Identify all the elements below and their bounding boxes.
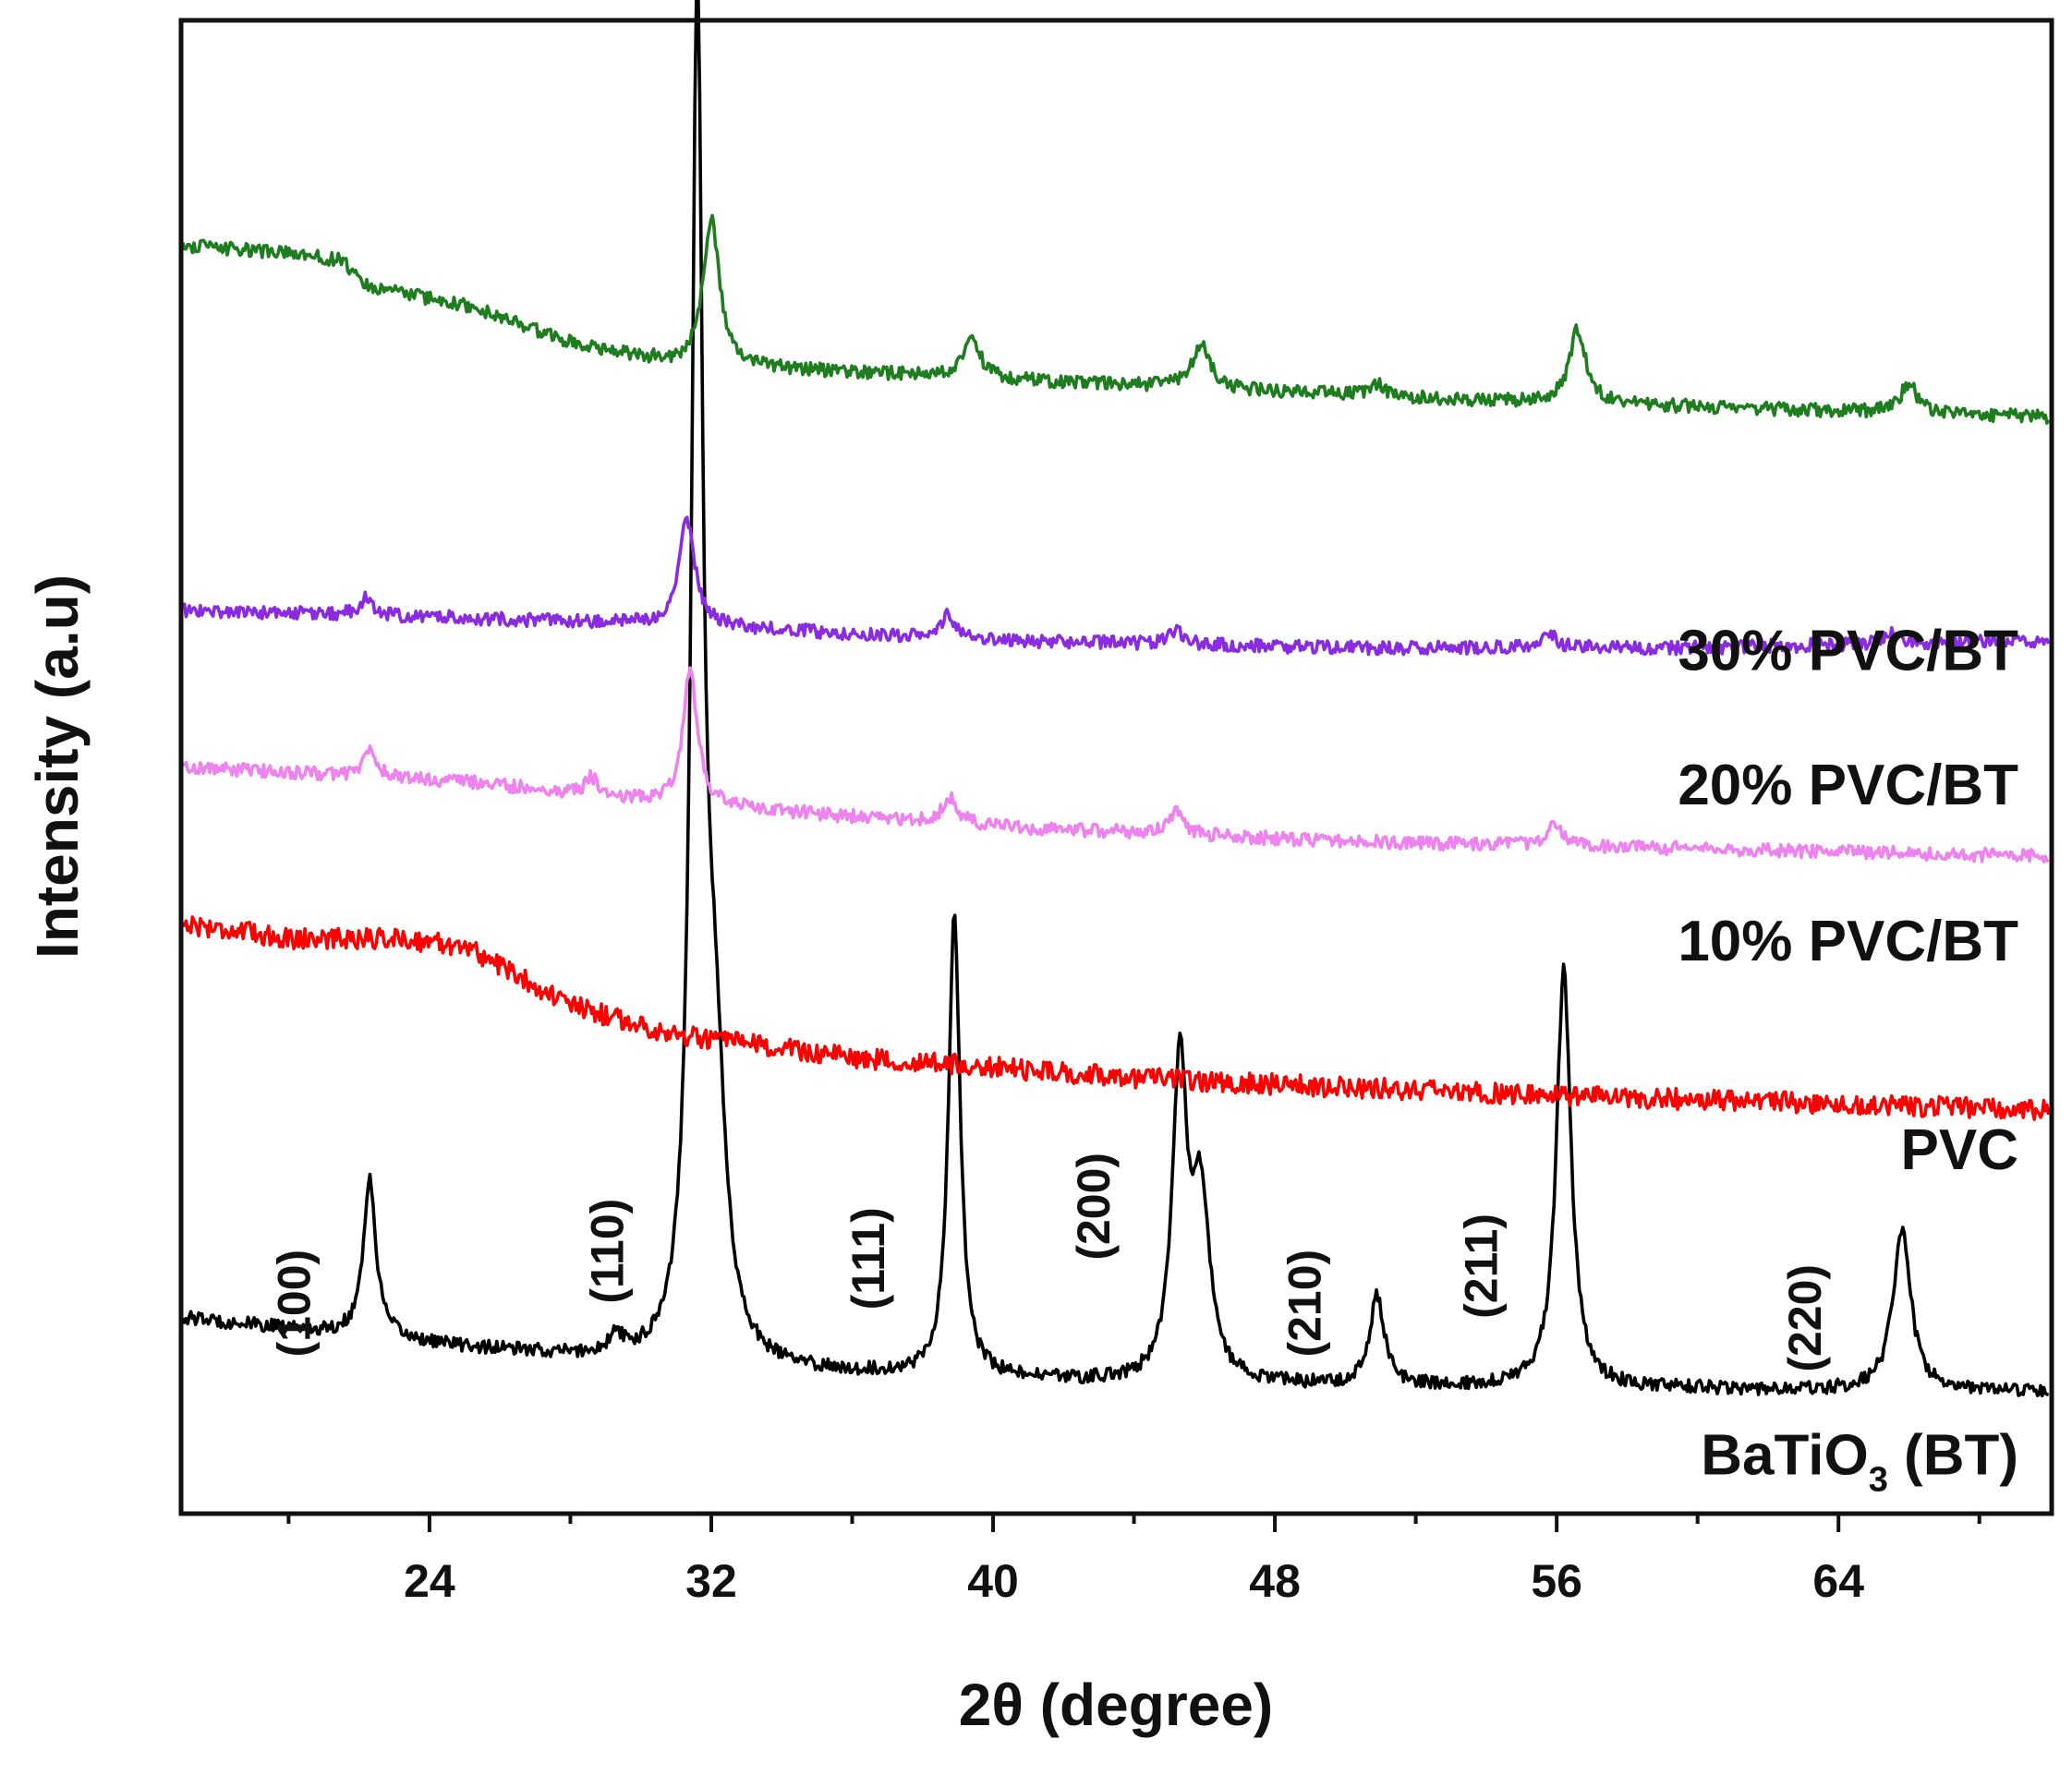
series-line-10-pvc-bt	[181, 666, 2050, 864]
y-axis-title: Intensity (a.u)	[24, 574, 91, 959]
x-tick-label: 56	[1531, 1555, 1582, 1607]
peak-label: (210)	[1279, 1250, 1331, 1358]
x-tick-label: 24	[404, 1555, 455, 1607]
x-tick-label: 64	[1812, 1555, 1864, 1607]
peak-label: (110)	[582, 1199, 634, 1304]
peak-label: (220)	[1779, 1264, 1831, 1372]
series-line-batio3-bt	[181, 0, 2050, 1398]
peak-label: (211)	[1455, 1214, 1507, 1319]
x-tick-label: 32	[685, 1555, 737, 1607]
series-layer	[181, 0, 2051, 1398]
series-label-30-pvc-bt: 30% PVC/BT	[1678, 620, 2018, 683]
x-axis-ticks: 24 32 40 48 56 64	[286, 1512, 1981, 1607]
x-tick-label: 48	[1249, 1555, 1301, 1607]
x-axis-title: 2θ (degree)	[959, 1672, 1273, 1738]
series-label-20-pvc-bt: 20% PVC/BT	[1678, 754, 2018, 817]
series-label-pvc: PVC	[1901, 1118, 2018, 1182]
peak-label: (100)	[268, 1250, 320, 1358]
peak-label: (200)	[1068, 1153, 1120, 1261]
series-line-20-pvc-bt	[181, 515, 2051, 657]
x-tick-label: 40	[967, 1555, 1019, 1607]
peak-label: (111)	[842, 1207, 894, 1310]
series-line-30-pvc-bt	[181, 213, 2051, 425]
series-label-10-pvc-bt: 10% PVC/BT	[1678, 910, 2018, 973]
plot-frame	[178, 18, 2054, 1516]
series-line-pvc	[181, 915, 2051, 1121]
peak-labels: (100) (110) (111) (200) (210) (211) (220)	[268, 1153, 1831, 1372]
series-labels: BaTiO3 (BT) PVC 10% PVC/BT 20% PVC/BT 30% PV…	[1678, 620, 2018, 1500]
series-label-batio3-bt: BaTiO3 (BT)	[1701, 1424, 2018, 1500]
